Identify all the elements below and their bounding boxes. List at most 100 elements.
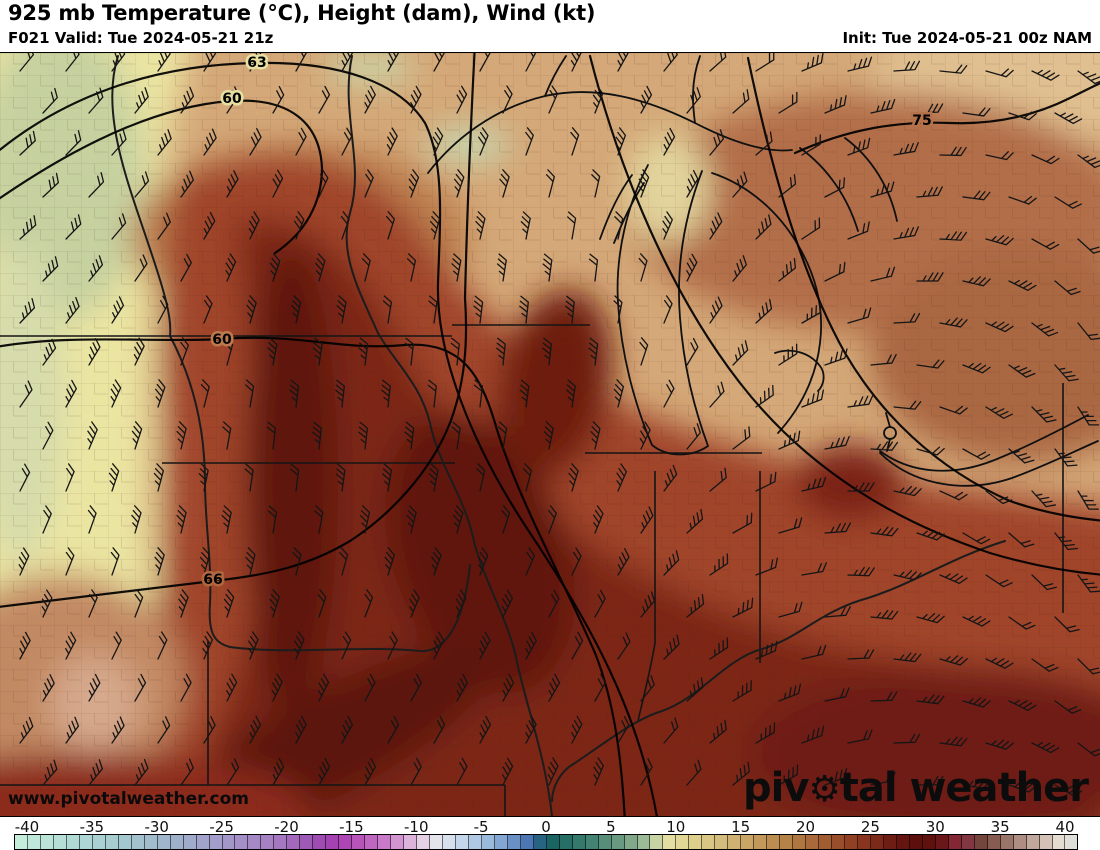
wind-barb	[755, 557, 778, 576]
wind-barb	[548, 589, 560, 618]
wind-barb	[406, 253, 417, 282]
contour-label-66: 66	[203, 572, 222, 588]
wind-barb	[1031, 406, 1057, 423]
wind-barb	[266, 421, 277, 450]
wind-barb	[565, 379, 576, 408]
colorbar-cell	[1052, 835, 1066, 849]
colorbar-tick: 25	[860, 818, 880, 836]
wind-barb	[962, 615, 991, 627]
wind-barb	[176, 421, 187, 450]
colorbar-tick: -35	[79, 818, 105, 836]
wind-barb	[732, 680, 752, 702]
colorbar-cell	[533, 835, 547, 849]
wind-barb	[269, 253, 281, 282]
wind-barb	[939, 736, 968, 747]
colorbar-cell	[417, 835, 430, 849]
wind-barb	[962, 107, 991, 117]
wind-barb	[591, 169, 601, 198]
wind-barb	[42, 505, 52, 534]
wind-barb	[1008, 195, 1037, 205]
wind-barb	[404, 421, 415, 450]
page-title: 925 mb Temperature (°C), Height (dam), W…	[8, 1, 596, 25]
wind-barb	[42, 338, 57, 366]
wind-barb	[267, 505, 278, 534]
wind-barb	[496, 337, 506, 366]
wind-barb	[157, 129, 172, 156]
colorbar-tick: -15	[339, 818, 364, 836]
wind-barb	[178, 589, 189, 618]
wind-barb	[384, 547, 395, 576]
wind-barb	[709, 467, 727, 492]
colorbar-cell	[883, 835, 897, 849]
wind-barb	[686, 253, 698, 282]
wind-barb	[801, 562, 827, 576]
map-canvas: 63 60 60 66 75	[0, 53, 1100, 816]
wind-barb	[613, 379, 625, 408]
wind-barb	[893, 485, 922, 497]
wind-barb	[565, 295, 575, 324]
colorbar-cell	[974, 835, 988, 849]
wind-barb	[801, 476, 827, 492]
colorbar-cell	[235, 835, 249, 849]
colorbar-cell	[53, 835, 67, 849]
wind-barb	[295, 127, 307, 156]
wind-barb	[226, 673, 238, 702]
wind-barb	[801, 725, 825, 744]
wind-barb	[985, 574, 1013, 588]
wind-barb	[590, 421, 601, 450]
colorbar-cell	[378, 835, 392, 849]
wind-barb	[824, 687, 850, 702]
wind-barb	[87, 505, 97, 534]
colorbar-tick: 20	[795, 818, 816, 836]
colorbar-cell	[15, 835, 28, 849]
colorbar-tick: 30	[925, 818, 945, 836]
wind-barb	[755, 214, 772, 240]
colorbar-cell	[468, 835, 482, 849]
wind-barb	[824, 348, 848, 366]
wind-barb	[893, 60, 921, 72]
wind-barb	[269, 589, 280, 618]
colorbar-cell	[857, 835, 871, 849]
wind-barb	[289, 463, 300, 492]
wind-barb	[824, 95, 847, 114]
wind-barb	[985, 151, 1014, 161]
wind-barb	[778, 257, 797, 282]
colorbar-cell	[870, 835, 884, 849]
wind-barb	[433, 53, 446, 72]
colorbar-cell	[767, 835, 781, 849]
colorbar-cell	[105, 835, 119, 849]
wind-barb	[382, 295, 393, 324]
wind-barb	[939, 655, 968, 666]
wind-barb	[709, 553, 729, 576]
colorbar-cell	[144, 835, 158, 849]
colorbar-cell	[261, 835, 275, 849]
wind-barb	[639, 337, 649, 366]
wind-barb	[88, 589, 98, 618]
wind-barb	[65, 463, 75, 492]
wind-barb	[272, 757, 285, 786]
wind-barb	[525, 547, 536, 576]
wind-barb	[548, 505, 557, 534]
colorbar-cell	[935, 835, 949, 849]
wind-barb	[409, 589, 420, 618]
colorbar-cell	[559, 835, 573, 849]
wind-barb	[1008, 279, 1037, 291]
wind-barb	[154, 547, 165, 576]
wind-barb	[893, 226, 919, 240]
wind-barb	[663, 127, 676, 156]
wind-barb	[1008, 616, 1036, 630]
pivotal-weather-logo: piv⚙tal weather	[743, 768, 1089, 808]
wind-barb	[429, 211, 441, 240]
wind-barb	[65, 130, 82, 156]
colorbar-cell	[365, 835, 379, 849]
wind-barb	[341, 53, 354, 72]
wind-barb	[479, 631, 491, 660]
wind-barb	[1077, 70, 1100, 85]
wind-barb	[755, 53, 775, 72]
wind-barb	[312, 421, 322, 450]
wind-barb	[686, 677, 704, 702]
wind-barb	[1008, 782, 1037, 793]
wind-barb	[157, 295, 169, 324]
wind-barb	[202, 631, 214, 660]
